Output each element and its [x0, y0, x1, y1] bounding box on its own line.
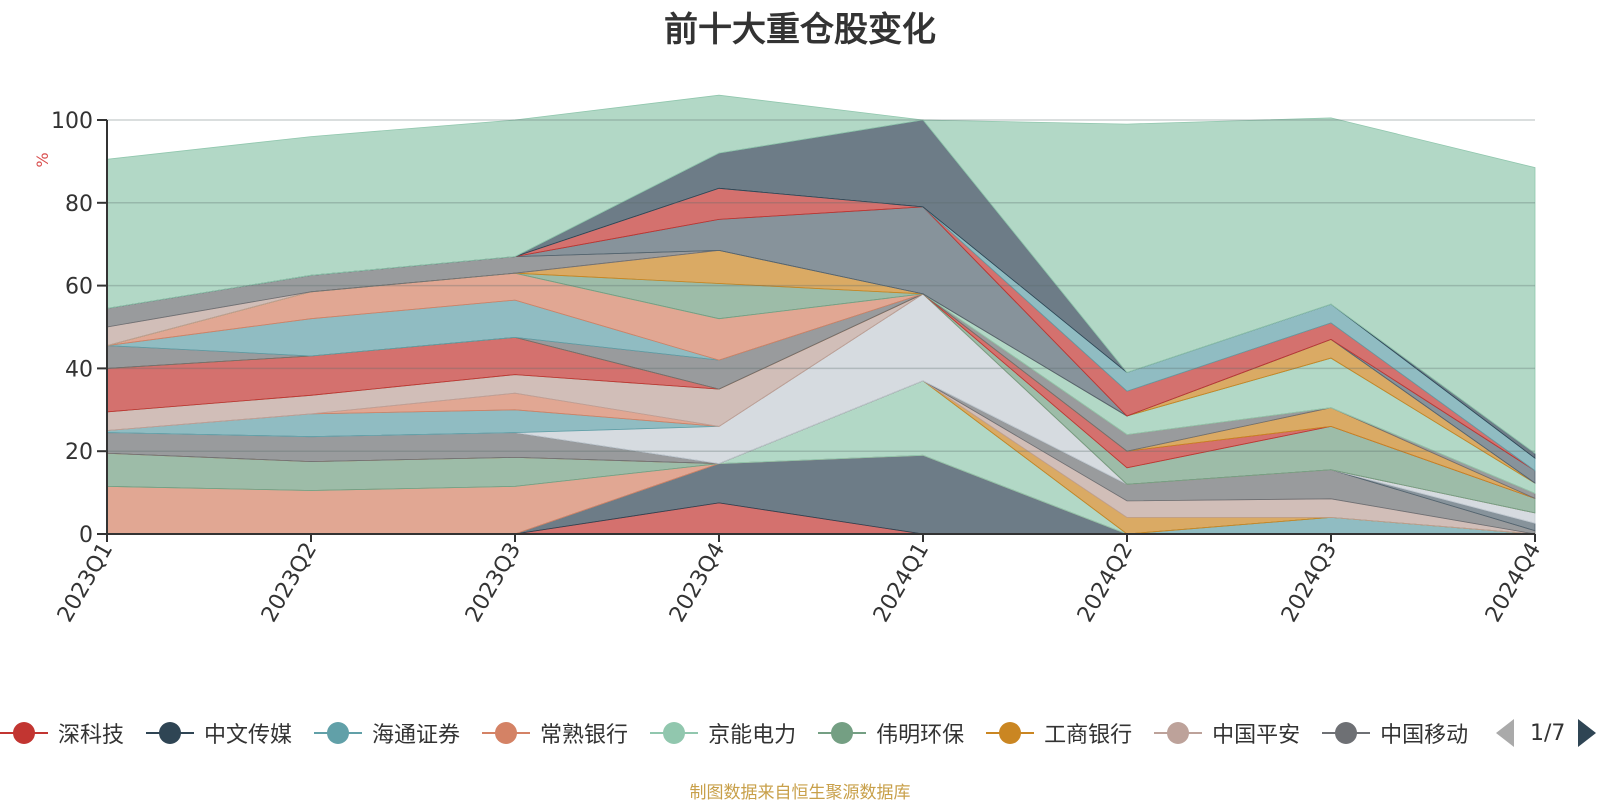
legend-item[interactable]: 京能电力	[650, 713, 796, 753]
x-tick-label: 2024Q1	[869, 539, 934, 627]
legend-marker-icon	[818, 720, 867, 746]
chart-title: 前十大重仓股变化	[664, 10, 936, 50]
legend-item[interactable]: 常熟银行	[482, 713, 628, 753]
legend: 深科技 中文传媒 海通证券 常熟银行 京能电力 伟明环保 工商银行 中国平安 中国移动 1/7	[0, 713, 1600, 753]
legend-marker-icon	[314, 720, 363, 746]
arrow-right-icon	[1578, 719, 1596, 747]
legend-track: 深科技 中文传媒 海通证券 常熟银行 京能电力 伟明环保 工商银行 中国平安 中国移动	[0, 713, 1482, 753]
legend-marker-icon	[482, 720, 531, 746]
gridlines	[107, 119, 1535, 452]
y-tick-label: 100	[51, 109, 93, 134]
x-tick-label: 2023Q4	[665, 539, 730, 627]
arrow-left-icon	[1496, 719, 1514, 747]
legend-label: 常熟银行	[540, 723, 629, 748]
x-tick-label: 2023Q2	[257, 539, 322, 627]
legend-label: 工商银行	[1044, 723, 1133, 748]
legend-marker-icon	[146, 720, 195, 746]
legend-item[interactable]: 中国移动	[1322, 713, 1468, 753]
y-tick-label: 40	[65, 357, 93, 382]
area-series-29	[106, 94, 1536, 455]
legend-label: 中文传媒	[204, 723, 293, 748]
legend-item[interactable]: 海通证券	[314, 713, 460, 753]
legend-label: 伟明环保	[876, 723, 965, 748]
chart-area: 0 20 40 60 80 100 2023Q1 2023Q2 2023Q3 2023Q4 2024…	[33, 94, 1546, 627]
source-note: 制图数据来自恒生聚源数据库	[689, 783, 911, 803]
legend-marker-icon	[1322, 720, 1371, 746]
legend-item[interactable]: 工商银行	[986, 713, 1132, 753]
legend-marker-icon	[986, 720, 1035, 746]
legend-marker-icon	[650, 720, 699, 746]
legend-item[interactable]: 伟明环保	[818, 713, 964, 753]
legend-label: 深科技	[58, 723, 125, 748]
y-tick-label: 80	[65, 192, 93, 217]
x-tick-label: 2024Q3	[1277, 539, 1342, 627]
legend-next-button[interactable]	[1578, 713, 1600, 753]
stacked-areas	[106, 94, 1536, 535]
y-tick-label: 60	[65, 275, 93, 300]
legend-viewport: 深科技 中文传媒 海通证券 常熟银行 京能电力 伟明环保 工商银行 中国平安 中国移动	[0, 713, 1482, 753]
y-tick-label: 0	[79, 523, 93, 548]
legend-item[interactable]: 中国平安	[1154, 713, 1300, 753]
legend-label: 海通证券	[372, 723, 461, 748]
y-axis-label: %	[33, 152, 52, 167]
legend-item[interactable]: 中文传媒	[146, 713, 292, 753]
legend-label: 京能电力	[708, 723, 797, 748]
legend-marker-icon	[0, 720, 48, 746]
x-tick-label: 2023Q1	[53, 539, 118, 627]
legend-prev-button[interactable]	[1496, 713, 1518, 753]
y-tick-label: 20	[65, 440, 93, 465]
legend-label: 中国平安	[1212, 723, 1301, 748]
x-tick-label: 2024Q4	[1481, 539, 1546, 627]
legend-label: 中国移动	[1380, 723, 1469, 748]
legend-marker-icon	[1154, 720, 1203, 746]
x-tick-label: 2024Q2	[1073, 539, 1138, 627]
x-tick-label: 2023Q3	[461, 539, 526, 627]
legend-page-indicator: 1/7	[1530, 720, 1566, 746]
legend-item[interactable]: 深科技	[0, 713, 124, 753]
